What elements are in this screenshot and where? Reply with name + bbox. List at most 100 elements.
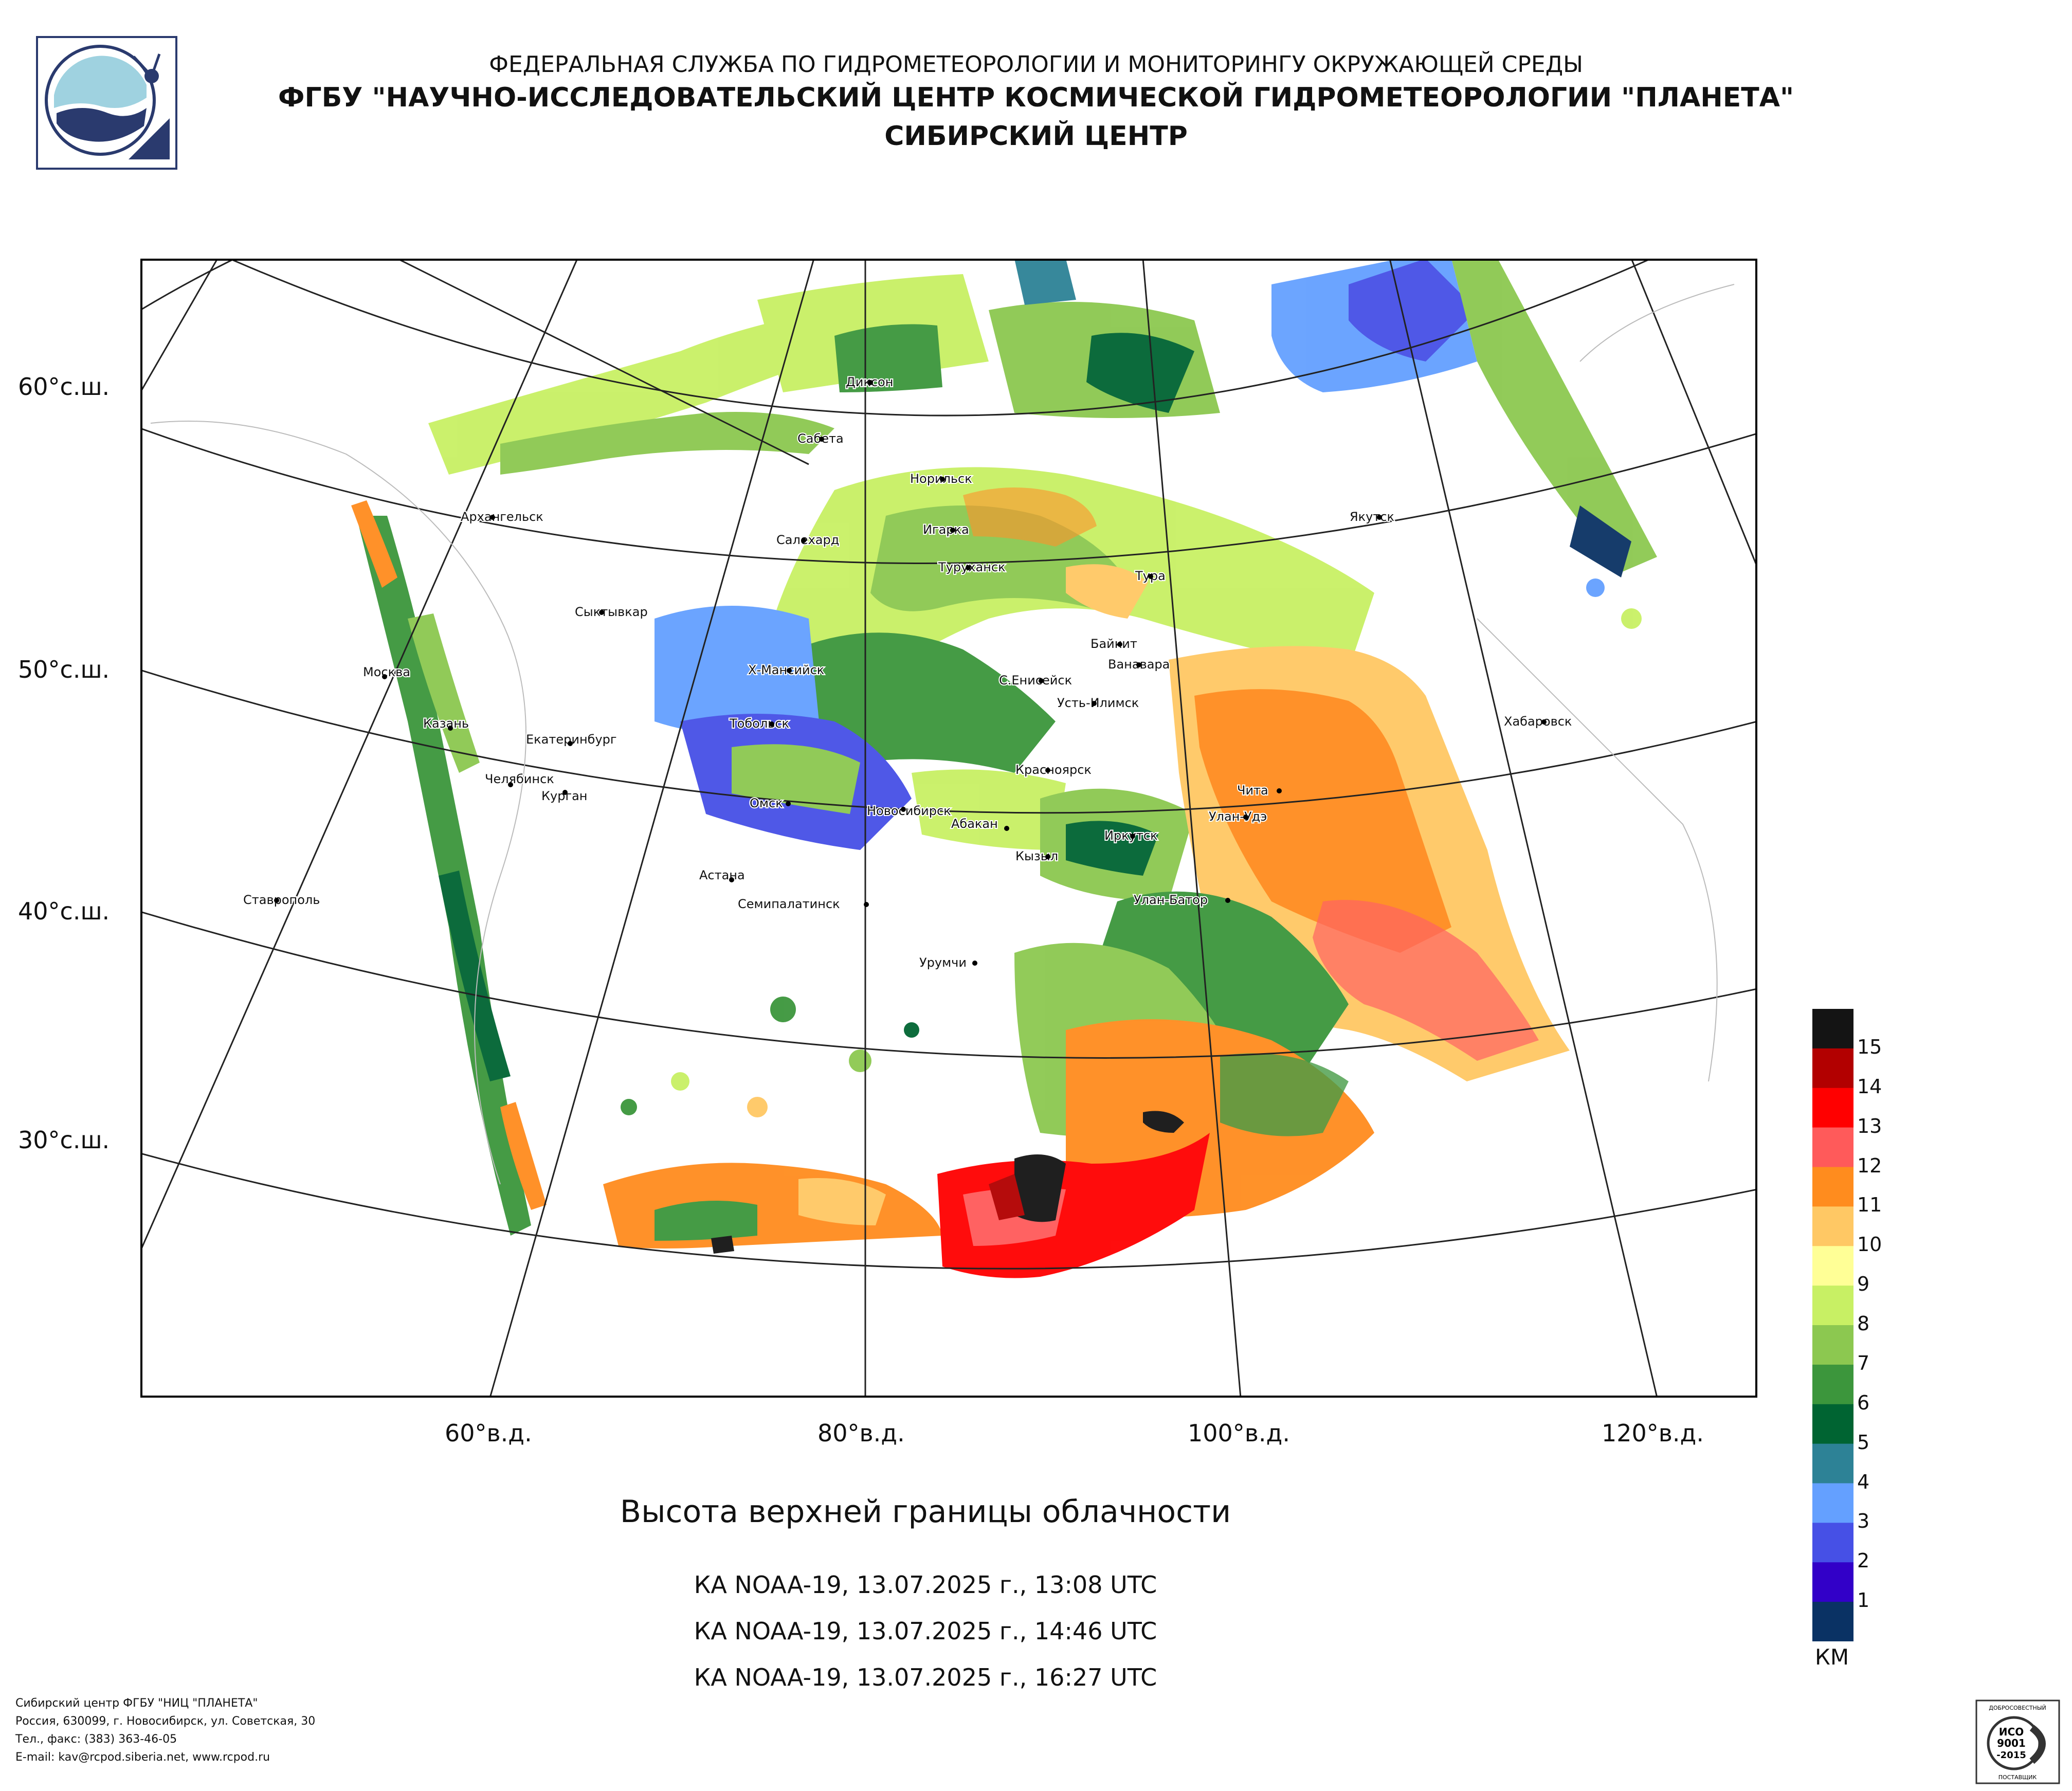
legend-swatch (1812, 1364, 1853, 1405)
city-dot (1039, 678, 1044, 683)
city-dot (508, 782, 513, 787)
city-dot (562, 790, 568, 795)
legend-swatch (1812, 1483, 1853, 1523)
iso-line2: 9001 (1997, 1737, 2026, 1749)
cloud-field (349, 259, 1657, 1278)
legend-swatch (1812, 1602, 1853, 1641)
legend-swatch (1812, 1325, 1853, 1365)
footer-org: Сибирский центр ФГБУ "НИЦ "ПЛАНЕТА" (15, 1697, 258, 1710)
city-label: Улан-Удэ (1209, 809, 1267, 824)
city-dot (568, 741, 573, 746)
city-label: Красноярск (1015, 763, 1092, 777)
city-label: Улан-Батор (1134, 893, 1208, 907)
city-label: Туруханск (938, 560, 1006, 574)
legend-swatch (1812, 1523, 1853, 1563)
city-dot (901, 807, 906, 812)
city-label: Сыктывкар (575, 605, 648, 619)
city-dot (274, 898, 279, 903)
iso-line1: ИСО (1999, 1726, 2024, 1738)
city-label: Байкит (1090, 637, 1137, 651)
city-dot (819, 437, 824, 442)
legend-tick: 12 (1857, 1154, 1882, 1177)
iso-bottom: ПОСТАВЩИК (1998, 1774, 2037, 1781)
city-label: Абакан (951, 817, 998, 831)
city-label: Игарка (923, 522, 969, 537)
city-label: Ванавара (1108, 657, 1170, 672)
legend-tick: 11 (1857, 1193, 1882, 1217)
city-dot (1045, 854, 1050, 859)
city-label: Хабаровск (1504, 714, 1572, 729)
city-dot (966, 565, 971, 570)
city-label: Кызыл (1015, 849, 1058, 863)
city-dot (787, 668, 792, 673)
city-label: Москва (363, 665, 410, 679)
header-institute: ФГБУ "НАУЧНО-ИССЛЕДОВАТЕЛЬСКИЙ ЦЕНТР КОС… (278, 82, 1794, 113)
pass-3: КА NOAA-19, 13.07.2025 г., 16:27 UTC (694, 1663, 1157, 1691)
city-dot (1243, 815, 1248, 820)
city-dot (786, 801, 791, 806)
footer-email: E-mail: kav@rcpod.siberia.net, www.rcpod… (15, 1751, 270, 1764)
city-dot (448, 726, 453, 731)
legend-swatch (1812, 1443, 1853, 1484)
city-label: Новосибирск (867, 804, 951, 818)
city-labels: ДиксонСабетаНорильскАрхангельскСалехардИ… (242, 374, 1573, 971)
city-dot (1277, 788, 1282, 793)
city-dot (729, 877, 734, 882)
city-label: Урумчи (919, 955, 967, 970)
city-label: Чита (1237, 783, 1268, 798)
city-dot (801, 538, 806, 543)
city-dot (599, 610, 604, 615)
lat-label-50: 50°с.ш. (18, 656, 110, 683)
city-label: Норильск (910, 472, 972, 486)
city-dot (868, 380, 873, 385)
city-dot (940, 477, 945, 482)
city-dot (864, 902, 869, 907)
city-dot (382, 674, 387, 679)
legend-tick: 1 (1857, 1589, 1870, 1612)
city-dot (1377, 515, 1382, 520)
lon-label-60: 60°в.д. (445, 1419, 532, 1447)
footer-phone: Тел., факс: (383) 363-46-05 (15, 1733, 177, 1746)
longitude-lines (140, 259, 1757, 1398)
legend-tick: 13 (1857, 1114, 1882, 1137)
legend-tick: 15 (1857, 1035, 1882, 1058)
map-frame (140, 259, 1757, 1398)
legend-swatch (1812, 1127, 1853, 1167)
lon-label-120: 120°в.д. (1602, 1419, 1704, 1447)
legend-tick: 9 (1857, 1273, 1870, 1296)
legend-tick: 8 (1857, 1312, 1870, 1335)
iso-top: ДОБРОСОВЕСТНЫЙ (1989, 1705, 2046, 1711)
pass-1: КА NOAA-19, 13.07.2025 г., 13:08 UTC (694, 1571, 1157, 1599)
legend-tick: 2 (1857, 1549, 1870, 1572)
legend-tick: 14 (1857, 1075, 1882, 1098)
city-dot (1130, 834, 1135, 839)
lat-label-40: 40°с.ш. (18, 897, 110, 925)
legend-swatch (1812, 1404, 1853, 1444)
height-legend (1812, 1009, 1853, 1641)
iso-badge: ДОБРОСОВЕСТНЫЙ ИСО 9001 -2015 ПОСТАВЩИК (1975, 1699, 2060, 1784)
city-dot (972, 961, 977, 966)
city-dot (1136, 662, 1141, 667)
header-center: СИБИРСКИЙ ЦЕНТР (884, 121, 1188, 152)
city-dot (950, 528, 955, 533)
city-dot (1541, 719, 1547, 725)
legend-tick: 5 (1857, 1431, 1870, 1454)
legend-swatch (1812, 1246, 1853, 1286)
city-dot (1148, 574, 1153, 579)
city-label: Астана (699, 868, 745, 882)
city-label: Омск (750, 796, 783, 810)
product-title: Высота верхней границы облачности (620, 1494, 1231, 1530)
city-label: Ставрополь (243, 893, 320, 907)
legend-tick: 6 (1857, 1391, 1870, 1414)
city-label: Салехард (776, 533, 839, 547)
legend-swatch (1812, 1088, 1853, 1128)
city-label: Усть-Илимск (1057, 696, 1139, 710)
city-dot (1225, 898, 1230, 903)
lon-label-100: 100°в.д. (1188, 1419, 1290, 1447)
legend-swatch (1812, 1048, 1853, 1089)
city-label: Архангельск (461, 510, 543, 524)
header-agency: ФЕДЕРАЛЬНАЯ СЛУЖБА ПО ГИДРОМЕТЕОРОЛОГИИ … (489, 51, 1583, 78)
city-label: Казань (423, 716, 469, 731)
cloud-top-height-map: ДиксонСабетаНорильскАрхангельскСалехардИ… (140, 259, 1757, 1398)
city-label: Семипалатинск (738, 897, 840, 911)
